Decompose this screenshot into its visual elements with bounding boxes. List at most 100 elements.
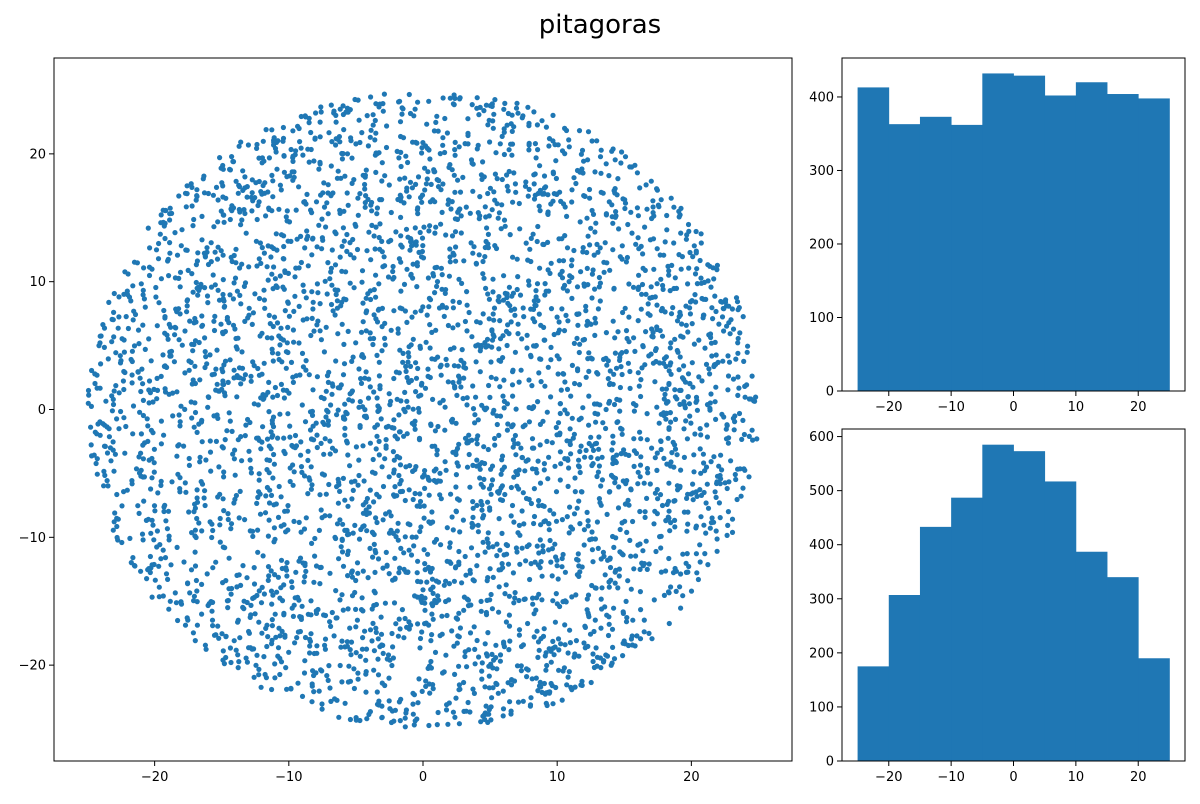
scatter-point [507,638,513,644]
scatter-point [205,602,211,609]
scatter-point [395,326,401,332]
scatter-point [510,290,516,296]
scatter-point [744,382,750,388]
scatter-point [672,275,678,281]
scatter-point [665,435,671,441]
scatter-point [701,460,707,466]
scatter-point [728,458,734,464]
scatter-point [488,717,494,723]
scatter-point [523,179,529,185]
scatter-point [708,284,714,290]
scatter-point [659,333,666,339]
scatter-point [447,95,453,101]
scatter-point [342,527,348,534]
scatter-point [416,249,422,255]
scatter-point [422,468,428,474]
scatter-point [451,578,457,584]
scatter-point [509,677,515,683]
scatter-point [740,314,746,320]
scatter-point [391,470,397,476]
scatter-point [374,519,380,526]
scatter-point [276,483,282,490]
scatter-point [623,259,630,265]
scatter-point [511,170,517,176]
scatter-point [271,264,277,270]
scatter-point [556,258,562,264]
scatter-point [448,206,454,212]
scatter-point [476,252,482,258]
scatter-point [577,569,583,575]
scatter-point [375,307,381,313]
scatter-point [280,124,286,131]
scatter-point [509,141,516,147]
scatter-point [660,282,666,289]
scatter-point [541,626,547,632]
scatter-point [422,187,428,193]
scatter-point [412,309,418,315]
scatter-point [205,300,211,306]
scatter-point [590,447,597,453]
scatter-point [499,467,505,473]
scatter-point [183,489,189,495]
scatter-point [244,659,250,665]
scatter-point [533,466,539,472]
scatter-point [249,177,255,183]
scatter-point [406,91,412,98]
scatter-point [688,420,694,426]
scatter-point [664,212,670,219]
scatter-point [417,498,424,505]
scatter-point [654,450,660,456]
scatter-point [308,332,314,339]
scatter-point [566,669,572,675]
scatter-point [201,495,207,501]
scatter-point [398,214,404,220]
scatter-point [666,555,672,562]
scatter-point [432,290,438,296]
scatter-point [509,112,515,118]
scatter-point [403,226,410,232]
scatter-point [565,318,571,324]
scatter-point [266,500,273,506]
scatter-point [548,260,554,266]
scatter-point [443,578,449,584]
scatter-point [360,443,366,449]
scatter-point [291,469,297,475]
scatter-point [719,467,725,473]
scatter-point [713,361,719,367]
scatter-point [413,181,419,187]
scatter-point [363,167,369,173]
scatter-point [592,585,598,591]
scatter-point [260,182,266,189]
scatter-point [597,500,603,506]
scatter-point [305,611,311,617]
scatter-point [240,563,246,569]
scatter-point [576,573,582,580]
scatter-point [562,569,569,575]
scatter-point [254,141,260,148]
scatter-point [435,709,441,716]
scatter-point [281,153,287,159]
scatter-point [724,323,730,329]
scatter-point [713,416,719,422]
scatter-point [495,215,501,221]
scatter-point [631,566,637,572]
scatter-point [272,384,278,391]
scatter-point [649,294,655,300]
scatter-point [224,314,230,321]
scatter-point [643,291,649,297]
scatter-point [698,275,704,281]
scatter-point [185,581,191,587]
scatter-point [691,452,697,458]
hist-bottom-bar [857,666,890,761]
scatter-point [622,641,628,647]
scatter-point [584,265,590,271]
scatter-point [442,404,448,410]
scatter-point [461,607,467,613]
scatter-point [588,454,594,460]
scatter-point [494,176,500,182]
scatter-point [130,403,137,409]
scatter-point [453,695,459,701]
scatter-point [415,365,421,372]
scatter-point [138,467,144,473]
scatter-point [489,606,495,612]
